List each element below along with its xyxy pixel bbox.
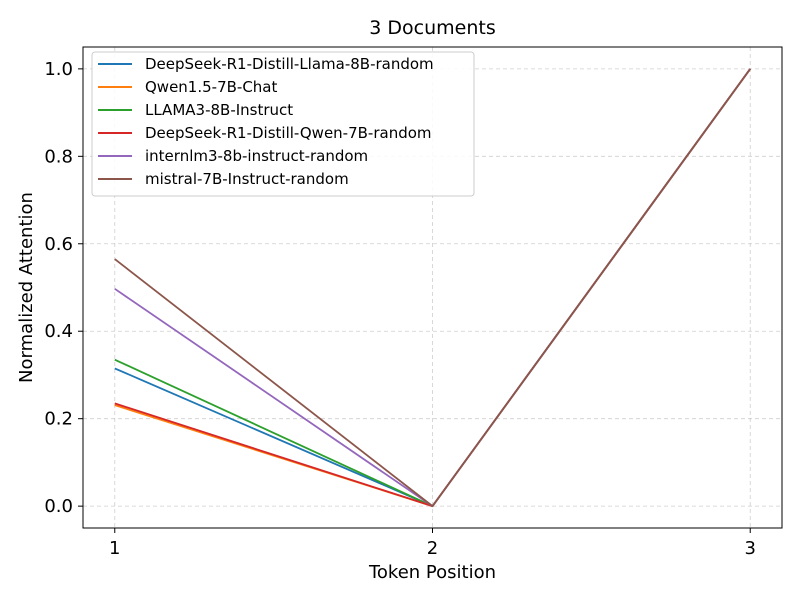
chart-title: 3 Documents bbox=[369, 17, 495, 39]
series-line bbox=[114, 68, 751, 508]
y-tick-label: 0.4 bbox=[44, 321, 73, 342]
axis-ticks: 1 2 3 0.0 0.2 0.4 0.6 0.8 1.0 bbox=[44, 59, 756, 559]
legend-label: internlm3-8b-instruct-random bbox=[145, 147, 368, 165]
x-tick-label: 2 bbox=[427, 538, 438, 559]
x-tick-label: 3 bbox=[745, 538, 756, 559]
series-lines bbox=[114, 68, 751, 508]
y-axis-label: Normalized Attention bbox=[16, 192, 37, 383]
legend-label: mistral-7B-Instruct-random bbox=[145, 170, 349, 188]
legend-label: LLAMA3-8B-Instruct bbox=[145, 101, 293, 119]
y-tick-label: 0.2 bbox=[44, 409, 73, 430]
legend: DeepSeek-R1-Distill-Llama-8B-random Qwen1… bbox=[91, 51, 475, 197]
legend-label: DeepSeek-R1-Distill-Llama-8B-random bbox=[145, 55, 434, 73]
legend-label: Qwen1.5-7B-Chat bbox=[145, 78, 277, 96]
x-tick-label: 1 bbox=[109, 538, 120, 559]
y-tick-label: 0.6 bbox=[44, 234, 73, 255]
legend-label: DeepSeek-R1-Distill-Qwen-7B-random bbox=[145, 124, 432, 142]
y-tick-label: 0.8 bbox=[44, 146, 73, 167]
x-axis-label: Token Position bbox=[368, 562, 496, 583]
y-tick-label: 1.0 bbox=[44, 59, 73, 80]
y-tick-label: 0.0 bbox=[44, 496, 73, 517]
legend-box bbox=[91, 51, 475, 197]
